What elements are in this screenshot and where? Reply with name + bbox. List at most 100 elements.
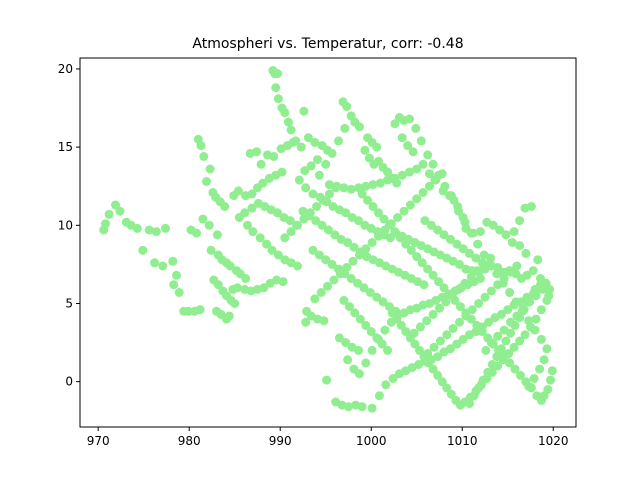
scatter-point: [374, 156, 383, 166]
x-tick-label: 990: [269, 434, 292, 448]
scatter-point: [537, 284, 547, 294]
scatter-point: [499, 267, 509, 277]
scatter-point: [396, 320, 406, 330]
scatter-point: [144, 225, 154, 235]
scatter-point: [496, 344, 506, 354]
scatter-point: [277, 167, 287, 177]
scatter-point: [408, 147, 418, 157]
scatter-point: [428, 309, 438, 319]
scatter-point: [429, 342, 439, 352]
scatter-point: [368, 180, 378, 190]
scatter-point: [379, 214, 389, 224]
scatter-point: [486, 338, 496, 348]
scatter-point: [104, 209, 114, 219]
scatter-point: [412, 252, 422, 262]
scatter-point: [433, 352, 443, 362]
scatter-point: [423, 349, 433, 358]
scatter-point: [446, 389, 456, 399]
scatter-point: [422, 316, 432, 326]
scatter-point: [501, 336, 511, 346]
scatter-point: [340, 123, 350, 133]
scatter-point: [458, 334, 468, 344]
scatter-point: [271, 83, 281, 93]
scatter-point: [428, 364, 438, 374]
scatter-point: [425, 169, 434, 179]
scatter-point: [518, 303, 528, 313]
scatter-point: [428, 270, 438, 280]
x-tick-label: 970: [87, 434, 110, 448]
scatter-point: [405, 167, 414, 177]
scatter-point: [425, 181, 434, 191]
scatter-point: [475, 227, 485, 237]
scatter-point: [308, 189, 318, 199]
y-axis: 0 5 10 15 20: [58, 62, 80, 389]
scatter-point: [397, 133, 407, 143]
scatter-point: [434, 277, 444, 287]
scatter-point: [294, 175, 304, 185]
scatter-point: [262, 239, 272, 249]
scatter-point: [395, 233, 405, 243]
scatter-point: [520, 330, 530, 340]
y-tick-label: 10: [58, 218, 73, 232]
scatter-point: [392, 178, 402, 188]
scatter-point: [448, 324, 458, 333]
scatter-point: [411, 123, 421, 133]
scatter-point: [240, 208, 250, 218]
scatter-point: [101, 219, 110, 229]
scatter-point: [273, 250, 283, 260]
scatter-point: [449, 195, 459, 205]
scatter-point: [492, 269, 502, 279]
scatter-point: [521, 248, 531, 258]
scatter-point: [477, 322, 487, 332]
scatter-point: [341, 208, 351, 218]
scatter-point: [506, 317, 515, 327]
scatter-point: [484, 317, 494, 327]
scatter-point: [205, 164, 215, 174]
scatter-point: [324, 189, 334, 199]
scatter-point: [509, 227, 519, 237]
scatter-point: [412, 164, 422, 174]
scatter-point: [380, 325, 390, 335]
scatter-point: [374, 208, 383, 218]
scatter-point: [256, 159, 266, 169]
scatter-point: [445, 344, 455, 354]
scatter-point: [405, 114, 414, 124]
scatter-point: [339, 183, 349, 193]
scatter-point: [299, 214, 309, 224]
scatter-point: [412, 194, 422, 204]
scatter-point: [374, 231, 383, 241]
scatter-point: [510, 364, 520, 374]
scatter-point: [493, 331, 503, 341]
scatter-point: [516, 370, 525, 380]
scatter-point: [454, 206, 464, 216]
scatter-point: [247, 203, 257, 213]
scatter-point: [232, 283, 242, 293]
scatter-point: [339, 295, 349, 305]
scatter-point: [204, 220, 214, 230]
scatter-point: [314, 170, 324, 180]
scatter-point: [377, 339, 387, 349]
scatter-point: [438, 186, 448, 196]
scatter-point: [224, 311, 234, 321]
scatter-point: [354, 345, 363, 355]
scatter-point: [465, 248, 474, 258]
scatter-point: [405, 200, 415, 210]
scatter-point: [383, 345, 393, 355]
scatter-point: [399, 206, 409, 216]
scatter-point: [354, 122, 364, 132]
scatter-point: [431, 175, 441, 185]
scatter-point: [423, 264, 433, 274]
scatter-point: [437, 377, 447, 387]
scatter-point: [531, 314, 541, 324]
scatter-point: [329, 275, 339, 285]
scatter-point: [437, 169, 447, 179]
scatter-point: [503, 305, 513, 315]
scatter-point: [426, 220, 436, 230]
scatter-point: [349, 242, 359, 252]
scatter-point: [499, 352, 509, 362]
scatter-point: [311, 216, 321, 226]
data-points: [99, 66, 557, 413]
scatter-point: [409, 328, 419, 338]
scatter-point: [298, 206, 308, 216]
scatter-point: [423, 150, 433, 160]
